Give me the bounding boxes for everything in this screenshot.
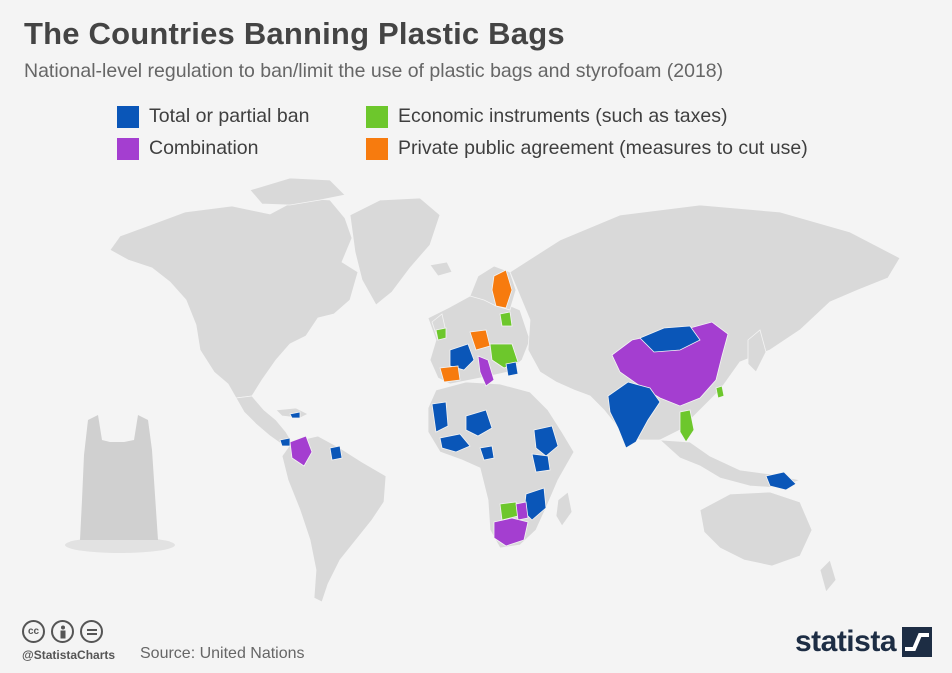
- chart-title: The Countries Banning Plastic Bags: [24, 16, 565, 51]
- region-mauritania: [431, 401, 449, 433]
- legend-swatch-economic: [366, 105, 388, 128]
- region-france: [449, 343, 475, 371]
- region-colombia: [289, 435, 313, 467]
- source-note: Source: United Nations: [140, 645, 305, 662]
- legend-item-private-agreement: Private public agreement (measures to cu…: [366, 137, 808, 160]
- legend-item-economic: Economic instruments (such as taxes): [366, 105, 727, 128]
- region-southeast-asia-green: [679, 409, 695, 443]
- region-spain: [439, 365, 461, 383]
- legend-item-combination: Combination: [117, 137, 258, 160]
- regulated-countries: [279, 269, 797, 547]
- region-netherlands: [435, 327, 447, 341]
- equals-icon: [86, 628, 97, 635]
- central-america: [235, 395, 293, 447]
- brand-name: statista: [794, 625, 897, 658]
- region-mongolia: [639, 325, 701, 353]
- region-balkans: [505, 361, 519, 377]
- north-america: [109, 197, 359, 399]
- legend-swatch-private-agreement: [366, 137, 388, 160]
- new-zealand: [819, 559, 837, 593]
- statista-logo-icon: [902, 627, 932, 657]
- region-caribbean-ban: [289, 411, 301, 419]
- world-map: [65, 177, 901, 603]
- iceland: [429, 261, 453, 277]
- legend-label: Combination: [149, 137, 259, 159]
- region-cameroon: [479, 445, 495, 461]
- legend-label: Economic instruments (such as taxes): [398, 105, 728, 127]
- region-papua: [765, 471, 797, 491]
- region-guyana: [329, 445, 343, 461]
- region-italy: [477, 355, 495, 387]
- greenland: [349, 197, 441, 306]
- region-west-africa: [439, 433, 471, 453]
- region-botswana: [515, 501, 529, 521]
- statista-logo: statista: [795, 625, 932, 659]
- region-baltic: [499, 311, 513, 327]
- south-america: [281, 435, 387, 603]
- legend-swatch-combination: [117, 137, 139, 160]
- madagascar: [555, 491, 573, 527]
- region-kenya: [531, 453, 551, 473]
- region-india: [607, 381, 661, 449]
- japan: [747, 329, 767, 373]
- region-ethiopia: [533, 425, 559, 457]
- canada-islands: [249, 177, 346, 206]
- license-icons: cc: [22, 620, 103, 643]
- region-niger: [465, 409, 493, 437]
- region-taiwan: [715, 385, 725, 399]
- plastic-bag-icon: [65, 415, 175, 553]
- region-south-africa: [493, 517, 529, 547]
- attribution-icon: [51, 620, 74, 643]
- legend-swatch-total-ban: [117, 105, 139, 128]
- legend-item-total-ban: Total or partial ban: [117, 105, 309, 128]
- australia: [699, 491, 813, 567]
- creative-commons-icon: cc: [22, 620, 45, 643]
- region-panama: [279, 437, 291, 447]
- legend-label: Private public agreement (measures to cu…: [398, 137, 808, 159]
- russia-asia: [509, 204, 901, 441]
- social-handle: @StatistaCharts: [22, 648, 116, 662]
- no-derivatives-icon: [80, 620, 103, 643]
- person-icon: [60, 625, 65, 638]
- region-finland: [491, 269, 513, 309]
- legend-label: Total or partial ban: [149, 105, 310, 127]
- chart-subtitle: National-level regulation to ban/limit t…: [24, 60, 724, 82]
